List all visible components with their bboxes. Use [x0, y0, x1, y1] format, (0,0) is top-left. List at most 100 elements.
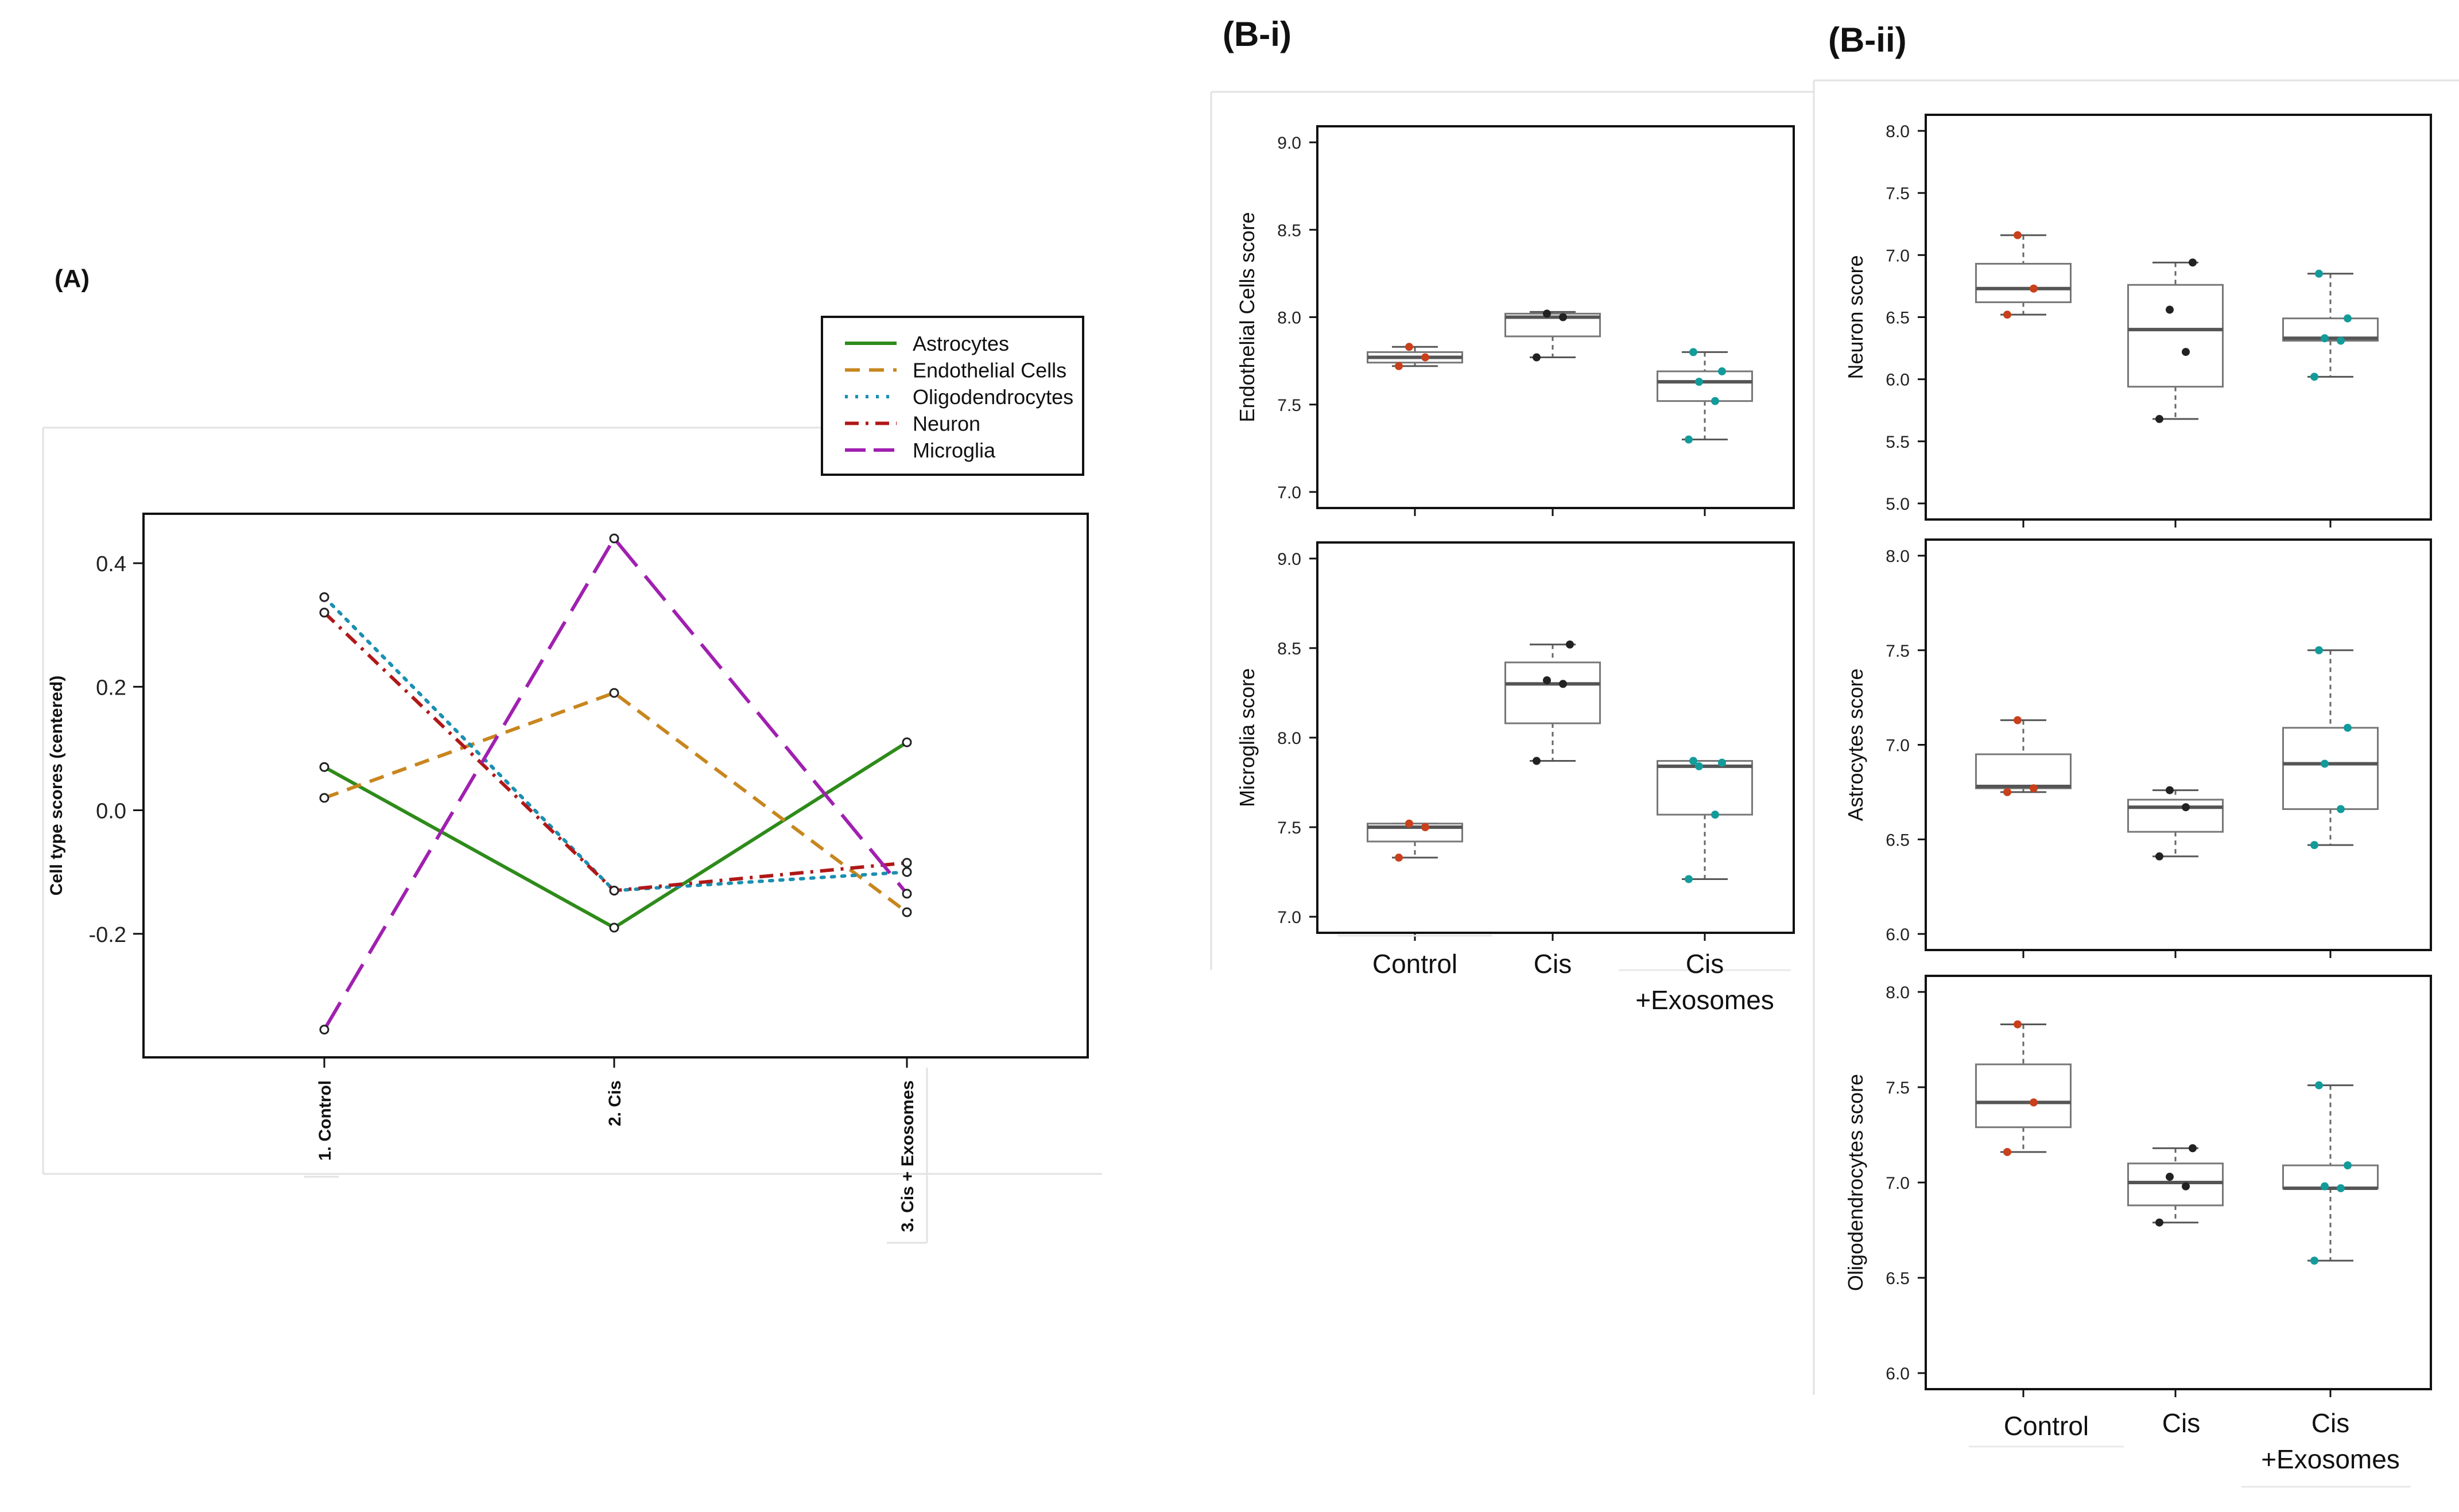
bii-label-cis: Cis: [2162, 1408, 2200, 1438]
y-tick-label: 8.5: [1277, 639, 1301, 658]
y-tick-label: 8.0: [1886, 983, 1910, 1002]
frame-lines: [42, 79, 2459, 1395]
box-cis-exosomes: [2282, 727, 2379, 811]
point-astrocytes: [902, 737, 912, 747]
data-point: [2321, 334, 2329, 343]
data-point: [2189, 258, 2197, 267]
boxplot-neuron: 5.0 5.5 6.0 6.5 7.0 7.5 8.0 Neuron score: [1844, 114, 2432, 528]
y-tick-label: 7.0: [1277, 483, 1301, 502]
data-point: [1685, 875, 1693, 883]
legend-label-microglia: Microglia: [913, 439, 996, 462]
bi-label-cis-exo-2: +Exosomes: [1635, 985, 1774, 1015]
panel-label-a: (A): [55, 265, 90, 293]
data-point: [2014, 231, 2022, 239]
y-axis-title: Neuron score: [1844, 255, 1867, 379]
y-tick-label: 8.0: [1886, 547, 1910, 566]
data-point: [2344, 723, 2352, 732]
y-tick-label: 7.5: [1886, 1079, 1910, 1098]
y-tick-label: 7.5: [1886, 184, 1910, 203]
plot-frame: [1316, 541, 1795, 934]
series-line-astrocytes: [323, 741, 908, 930]
point-astrocytes: [609, 922, 619, 933]
series-line-microglia: [323, 535, 909, 1031]
data-point: [1685, 435, 1693, 444]
data-point: [1395, 854, 1403, 862]
point-neuron: [609, 885, 619, 895]
data-point: [2189, 1144, 2197, 1153]
data-point: [2030, 784, 2038, 793]
y-tick-label-a: 0.0: [96, 800, 126, 824]
y-tick-label: 8.0: [1277, 729, 1301, 748]
data-point: [2310, 373, 2318, 381]
boxplot-endothelial: 7.0 7.5 8.0 8.5 9.0 Endothelial Cells score: [1235, 125, 1795, 516]
data-point: [1718, 367, 1726, 375]
y-tick-label: 6.5: [1886, 1269, 1910, 1288]
data-point: [2315, 646, 2323, 654]
box-cis: [2127, 798, 2224, 833]
box-control: [1975, 262, 2072, 304]
data-point: [1543, 309, 1551, 318]
data-point: [2003, 311, 2011, 319]
data-point: [2344, 314, 2352, 323]
legend-label-endothelial: Endothelial Cells: [913, 359, 1066, 382]
point-microglia: [609, 533, 619, 544]
y-tick-label: 6.0: [1886, 925, 1910, 944]
y-tick-label: 7.0: [1886, 736, 1910, 755]
bi-label-control: Control: [1372, 949, 1457, 979]
data-point: [2315, 1081, 2323, 1090]
data-point: [2182, 803, 2190, 812]
point-endothelial: [319, 793, 329, 803]
data-point: [1711, 397, 1719, 405]
line-chart-a: -0.2 0.0 0.2 0.4 Cell type scores (centered)…: [47, 316, 1089, 1244]
data-point: [2030, 1098, 2038, 1107]
legend-label-neuron: Neuron: [913, 412, 980, 436]
point-endothelial: [902, 907, 912, 917]
data-point: [1559, 313, 1567, 321]
x-tick-label-a: 1. Control: [316, 1080, 335, 1161]
boxplot-oligodendrocytes: 6.0 6.5 7.0 7.5 8.0 Oligodendrocytes score: [1844, 975, 2432, 1397]
y-tick-label-a: 0.2: [96, 676, 126, 700]
data-point: [1566, 640, 1574, 649]
legend-label-astrocytes: Astrocytes: [913, 332, 1009, 355]
point-neuron: [319, 607, 329, 618]
box-cis-exosomes: [1657, 760, 1753, 816]
y-tick-label: 8.5: [1277, 221, 1301, 240]
point-neuron: [902, 858, 912, 868]
data-point: [1559, 680, 1567, 688]
box-cis: [2127, 1162, 2224, 1207]
data-point: [2166, 305, 2174, 314]
y-tick-label-a: -0.2: [89, 923, 126, 947]
point-oligodendrocytes: [902, 867, 912, 877]
data-point: [2337, 336, 2345, 345]
data-point: [2155, 852, 2163, 860]
y-axis-title: Microglia score: [1235, 668, 1259, 807]
data-point: [2182, 1182, 2190, 1191]
legend-label-oligodendrocytes: Oligodendrocytes: [913, 385, 1073, 409]
point-endothelial: [609, 688, 619, 698]
box-control: [1975, 753, 2072, 789]
panel-label-bii: (B-ii): [1828, 21, 1907, 59]
y-tick-label: 8.0: [1277, 309, 1301, 328]
y-axis-title: Oligodendrocytes score: [1844, 1074, 1867, 1291]
data-point: [2014, 716, 2022, 724]
data-point: [2310, 841, 2318, 850]
point-microglia: [319, 1025, 329, 1035]
panel-label-bi: (B-i): [1223, 15, 1291, 53]
y-tick-label: 7.0: [1886, 1174, 1910, 1193]
data-point: [1405, 343, 1413, 351]
data-point: [2166, 1173, 2174, 1181]
y-tick-label: 7.0: [1886, 246, 1910, 265]
data-point: [1543, 676, 1551, 685]
data-point: [2003, 788, 2011, 796]
bi-label-cis: Cis: [1534, 949, 1572, 979]
y-tick-label: 5.5: [1886, 433, 1910, 452]
data-point: [2344, 1161, 2352, 1170]
data-point: [2321, 1182, 2329, 1191]
point-oligodendrocytes: [319, 592, 329, 602]
data-point: [2155, 1218, 2163, 1227]
data-point: [2182, 348, 2190, 356]
y-tick-label: 8.0: [1886, 122, 1910, 141]
y-tick-label: 5.0: [1886, 495, 1910, 514]
box-cis: [2127, 284, 2224, 388]
